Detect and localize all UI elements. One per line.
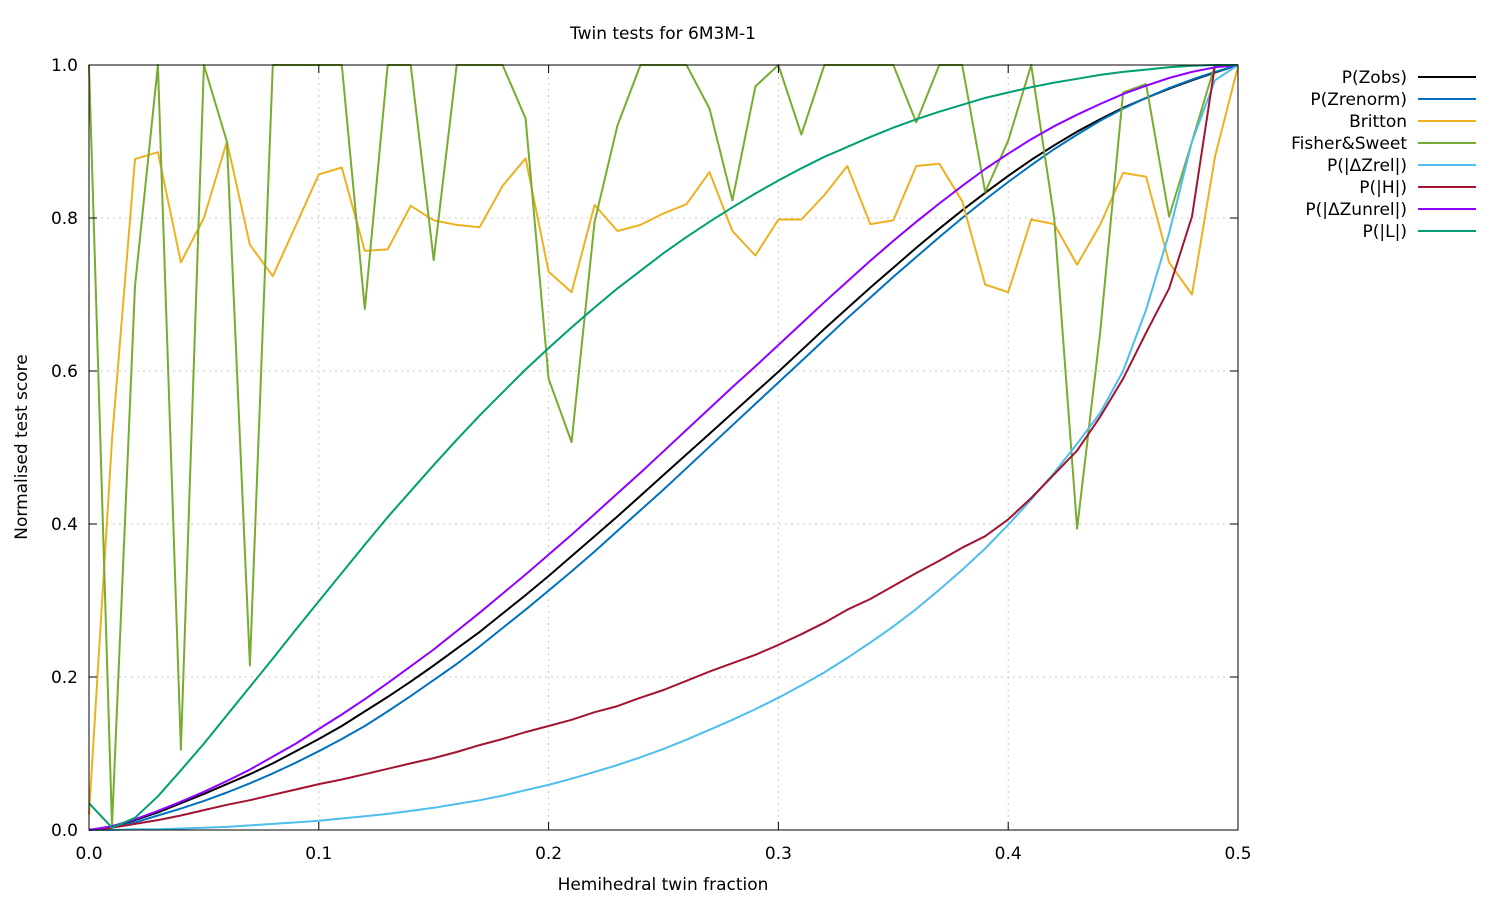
legend-label: Fisher&Sweet: [1291, 134, 1407, 154]
y-tick-label: 0.8: [51, 209, 78, 229]
y-axis-label: Normalised test score: [12, 354, 32, 539]
y-tick-label: 0.6: [51, 362, 78, 382]
legend-label: P(|H|): [1359, 178, 1407, 198]
series-lines: [88, 64, 1239, 831]
series-line: [88, 64, 1238, 829]
x-tick-label: 0.1: [305, 844, 332, 864]
series-line: [88, 64, 1239, 831]
legend-label: Britton: [1349, 112, 1407, 132]
series-line: [88, 64, 1239, 831]
legend-label: P(Zobs): [1342, 68, 1407, 88]
grid-lines: [89, 65, 1238, 830]
chart-title: Twin tests for 6M3M-1: [569, 24, 756, 44]
series-line: [88, 64, 1238, 828]
axis-ticks: [88, 64, 1239, 831]
x-tick-label: 0.0: [75, 844, 102, 864]
y-tick-label: 0.0: [51, 821, 78, 841]
x-tick-label: 0.3: [765, 844, 792, 864]
tick-labels: 0.0 0.1 0.2 0.3 0.4 0.5 0.0 0.2 0.4 0.6 0.8 1.0: [51, 56, 1252, 864]
legend: P(Zobs)P(Zrenorm)BrittonFisher&SweetP(|Δ…: [1291, 68, 1476, 242]
legend-label: P(|L|): [1363, 222, 1407, 242]
series-line: [88, 64, 1238, 831]
y-tick-label: 0.4: [51, 515, 78, 535]
legend-label: P(|ΔZrel|): [1327, 156, 1407, 176]
series-line: [88, 66, 1239, 815]
x-tick-label: 0.4: [995, 844, 1022, 864]
y-tick-label: 1.0: [51, 56, 78, 76]
legend-label: P(|ΔZunrel|): [1305, 200, 1407, 220]
series-line: [89, 64, 1239, 831]
legend-label: P(Zrenorm): [1310, 90, 1407, 110]
y-tick-label: 0.2: [51, 668, 78, 688]
series-line: [88, 64, 1239, 831]
x-tick-label: 0.2: [535, 844, 562, 864]
x-axis-label: Hemihedral twin fraction: [558, 875, 769, 895]
x-tick-label: 0.5: [1224, 844, 1251, 864]
plot-frame: [88, 64, 1239, 831]
